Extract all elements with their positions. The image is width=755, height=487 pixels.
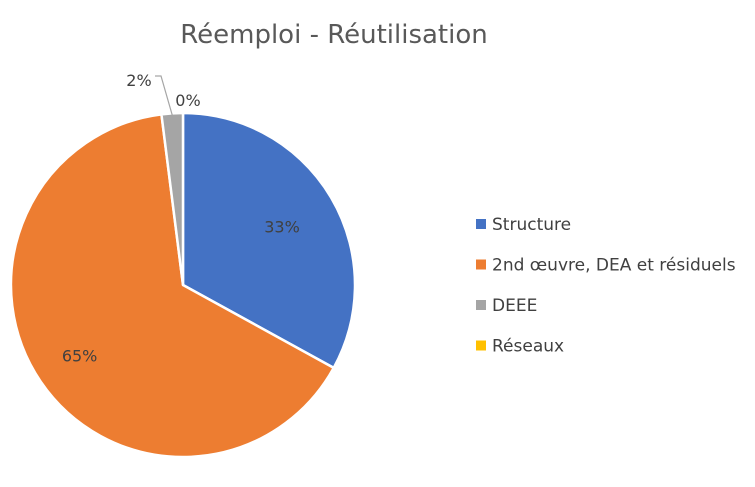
legend-label-deee: DEEE (492, 296, 537, 316)
legend: Structure 2nd œuvre, DEA et résiduels DEEE… (476, 215, 736, 357)
data-label-2nd-oeuvre-dea-et-residuels: 65% (62, 346, 98, 365)
legend-swatch-deee (476, 300, 486, 310)
data-label-deee: 2% (126, 71, 151, 90)
legend-label-reseaux: Réseaux (492, 337, 564, 357)
chart-title: Réemploi - Réutilisation (180, 20, 488, 50)
legend-label-structure: Structure (492, 215, 571, 235)
pie-slices (9, 111, 357, 459)
data-label-structure: 33% (264, 218, 300, 237)
data-label-reseaux: 0% (175, 91, 200, 110)
pie-slice-structure (181, 111, 357, 370)
leader-line-deee (155, 75, 173, 116)
data-labels: 33% 65% 2% 0% (62, 71, 300, 365)
legend-swatch-reseaux (476, 340, 486, 351)
pie-slice-2nd-oeuvre-dea-et-residuels (9, 113, 335, 459)
legend-label-2nd-oeuvre-dea-et-residuels: 2nd œuvre, DEA et résiduels (492, 256, 736, 276)
legend-swatch-structure (476, 219, 486, 229)
leader-lines (155, 75, 173, 116)
legend-swatch-2nd-oeuvre-dea-et-residuels (476, 259, 486, 270)
